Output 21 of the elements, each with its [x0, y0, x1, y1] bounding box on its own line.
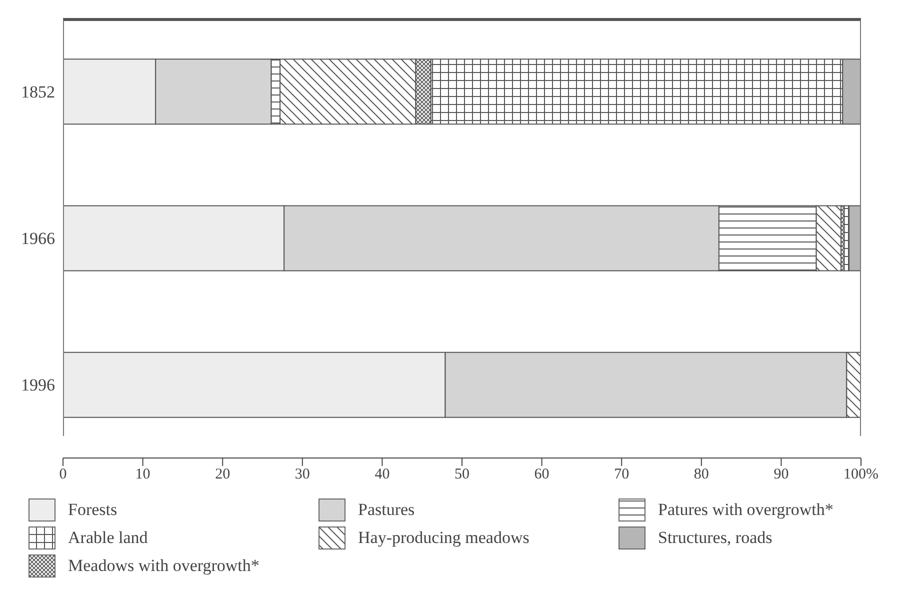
x-tick-label: 0 — [59, 466, 67, 483]
x-tick-label: 20 — [215, 466, 230, 483]
legend-label: Meadows with overgrowth* — [68, 556, 260, 576]
y-tick-label: 1996 — [21, 376, 55, 395]
legend-label: Patures with overgrowth* — [658, 500, 834, 520]
x-tick-label: 60 — [534, 466, 550, 483]
x-tick-label: 40 — [374, 466, 390, 483]
x-tick-label: 10 — [135, 466, 150, 483]
y-tick-label: 1852 — [21, 82, 55, 102]
legend-label: Pastures — [358, 500, 415, 520]
x-tick-label: 50 — [454, 466, 470, 483]
legend-label: Structures, roads — [658, 528, 772, 548]
x-tick-label: 80 — [694, 466, 709, 483]
legend-label: Forests — [68, 500, 118, 520]
x-tick-label: 30 — [294, 466, 310, 483]
legend-label: Hay-producing meadows — [358, 528, 530, 548]
x-tick-label: 100% — [844, 466, 878, 483]
x-tick-label: 70 — [614, 466, 630, 483]
y-tick-label: 1966 — [21, 229, 55, 248]
x-tick-label: 90 — [774, 466, 789, 483]
legend-label: Arable land — [68, 528, 148, 548]
